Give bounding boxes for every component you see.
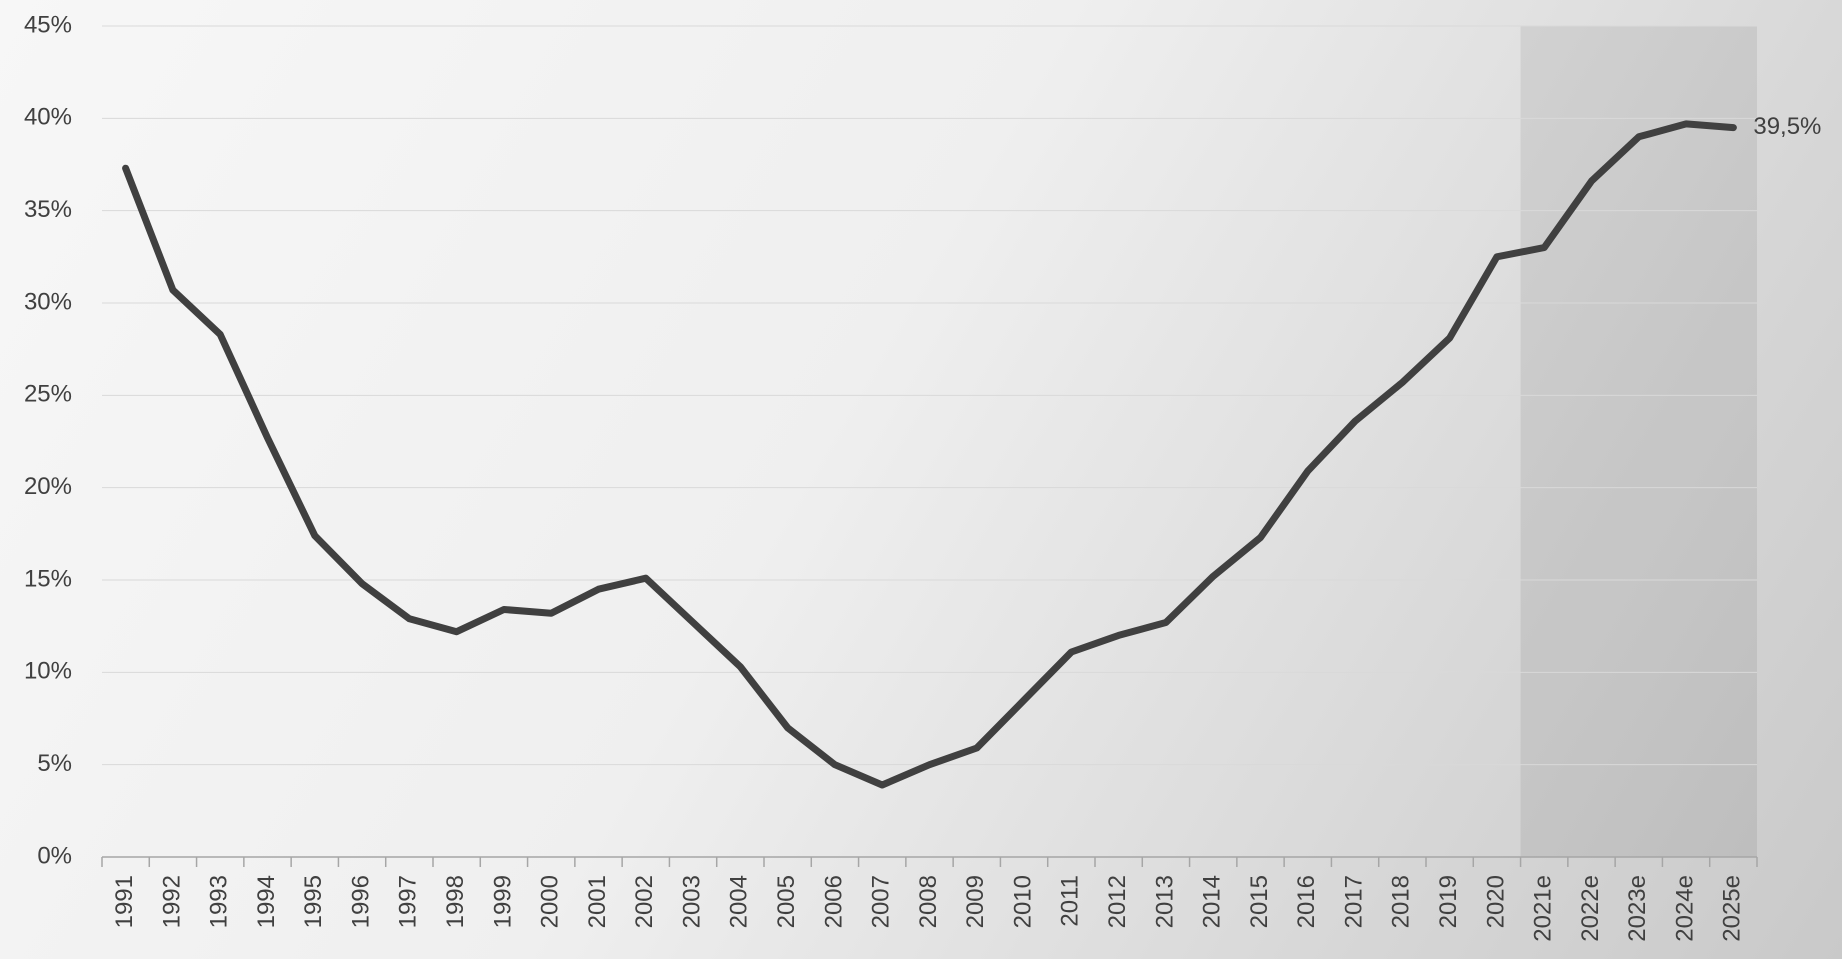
x-tick-label: 2022e xyxy=(1577,875,1604,942)
x-tick-label: 1993 xyxy=(206,875,233,928)
x-tick-label: 2002 xyxy=(631,875,658,928)
x-tick-label: 1995 xyxy=(300,875,327,928)
x-tick-label: 2004 xyxy=(726,875,753,928)
x-tick-label: 2003 xyxy=(678,875,705,928)
x-tick-label: 2019 xyxy=(1435,875,1462,928)
x-tick-label: 2011 xyxy=(1057,875,1084,927)
line xyxy=(122,120,1737,789)
y-tick-label: 40% xyxy=(24,104,72,131)
x-tick-label: 2021e xyxy=(1530,875,1557,942)
x-tick-label: 2000 xyxy=(537,875,564,928)
x-tick-label: 1997 xyxy=(395,875,422,928)
x-tick-label: 2005 xyxy=(773,875,800,928)
x-tick-label: 1992 xyxy=(158,875,185,928)
x-tick-label: 1991 xyxy=(111,875,138,928)
x-tick-label: 2025e xyxy=(1719,875,1746,942)
x-tick-label: 1999 xyxy=(489,875,516,928)
y-tick-label: 20% xyxy=(24,473,72,500)
data-label: 39,5% xyxy=(1753,113,1821,140)
x-tick-label: 2015 xyxy=(1246,875,1273,928)
x-tick-label: 2001 xyxy=(584,875,611,928)
x-tick-label: 2006 xyxy=(820,875,847,928)
y-tick-label: 15% xyxy=(24,565,72,592)
x-tick-label: 2014 xyxy=(1199,875,1226,928)
forecast-shade xyxy=(1520,26,1757,857)
x-tick-label: 2013 xyxy=(1151,875,1178,928)
x-tick-label: 2012 xyxy=(1104,875,1131,928)
y-tick-label: 0% xyxy=(37,842,72,869)
x-tick-label: 2024e xyxy=(1671,875,1698,942)
y-tick-label: 30% xyxy=(24,288,72,315)
y-tick-label: 45% xyxy=(24,11,72,38)
x-tick-label: 2017 xyxy=(1340,875,1367,928)
x-tick-label: 1994 xyxy=(253,875,280,928)
x-tick-label: 2010 xyxy=(1009,875,1036,928)
x-tick-label: 2018 xyxy=(1388,875,1415,928)
y-tick-label: 35% xyxy=(24,196,72,223)
x-tick-label: 2009 xyxy=(962,875,989,928)
x-tick-label: 2016 xyxy=(1293,875,1320,928)
x-tick-label: 2023e xyxy=(1624,875,1651,942)
y-tick-label: 5% xyxy=(37,750,72,777)
y-tick-label: 10% xyxy=(24,658,72,685)
x-tick-label: 1996 xyxy=(347,875,374,928)
x-tick-label: 2020 xyxy=(1482,875,1509,928)
x-tick-label: 2008 xyxy=(915,875,942,928)
x-tick-label: 1998 xyxy=(442,875,469,928)
y-tick-label: 25% xyxy=(24,381,72,408)
x-tick-label: 2007 xyxy=(868,875,895,928)
